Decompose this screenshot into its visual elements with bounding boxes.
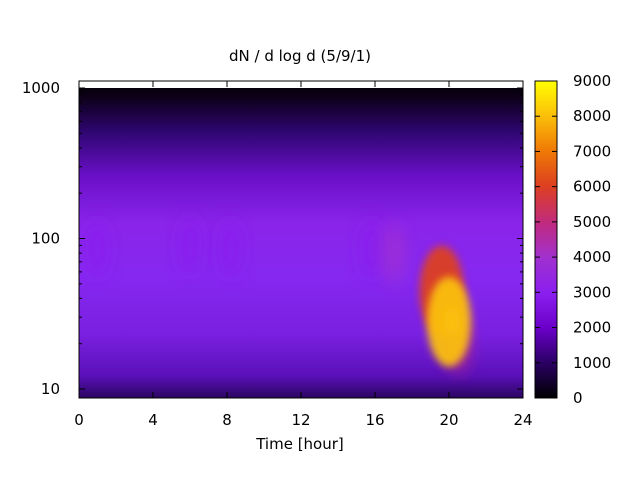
heatmap-hotspots bbox=[85, 215, 471, 374]
y-tick-label: 100 bbox=[31, 230, 60, 248]
colorbar-tick-label: 1000 bbox=[573, 354, 611, 372]
heatmap-hotspot bbox=[178, 215, 202, 276]
x-tick-label: 4 bbox=[148, 411, 158, 429]
y-tick-label: 10 bbox=[41, 380, 60, 398]
heatmap-hotspot bbox=[85, 219, 110, 280]
x-axis-label: Time [hour] bbox=[255, 435, 344, 453]
y-tick-label: 1000 bbox=[22, 79, 60, 97]
colorbar-tick-label: 8000 bbox=[573, 107, 611, 125]
x-axis: 0 4 8 12 16 20 24 bbox=[74, 81, 533, 429]
colorbar-tick-label: 6000 bbox=[573, 178, 611, 196]
y-axis: 10 100 1000 bbox=[22, 79, 523, 398]
x-tick-label: 20 bbox=[439, 411, 458, 429]
heatmap-hotspot-core bbox=[444, 307, 460, 336]
x-tick-label: 0 bbox=[74, 411, 84, 429]
colorbar-tick-label: 5000 bbox=[573, 213, 611, 231]
colorbar-tick-label: 7000 bbox=[573, 142, 611, 160]
heatmap-hotspot bbox=[381, 223, 406, 284]
colorbar-axis: 0 1000 2000 3000 4000 5000 6000 7000 8000 9000 bbox=[535, 72, 611, 407]
chart-title: dN / d log d (5/9/1) bbox=[229, 47, 371, 65]
x-tick-label: 8 bbox=[222, 411, 232, 429]
colorbar-tick-label: 4000 bbox=[573, 248, 611, 266]
heatmap-hotspot bbox=[359, 219, 384, 280]
colorbar-tick-label: 0 bbox=[573, 389, 583, 407]
x-tick-label: 16 bbox=[365, 411, 384, 429]
colorbar-tick-label: 9000 bbox=[573, 72, 611, 90]
colorbar bbox=[534, 80, 558, 399]
x-tick-label: 24 bbox=[513, 411, 532, 429]
colorbar-tick-label: 3000 bbox=[573, 283, 611, 301]
heatmap-area bbox=[79, 81, 523, 398]
heatmap-hotspot bbox=[218, 219, 243, 280]
x-tick-label: 12 bbox=[291, 411, 310, 429]
colorbar-tick-label: 2000 bbox=[573, 319, 611, 337]
